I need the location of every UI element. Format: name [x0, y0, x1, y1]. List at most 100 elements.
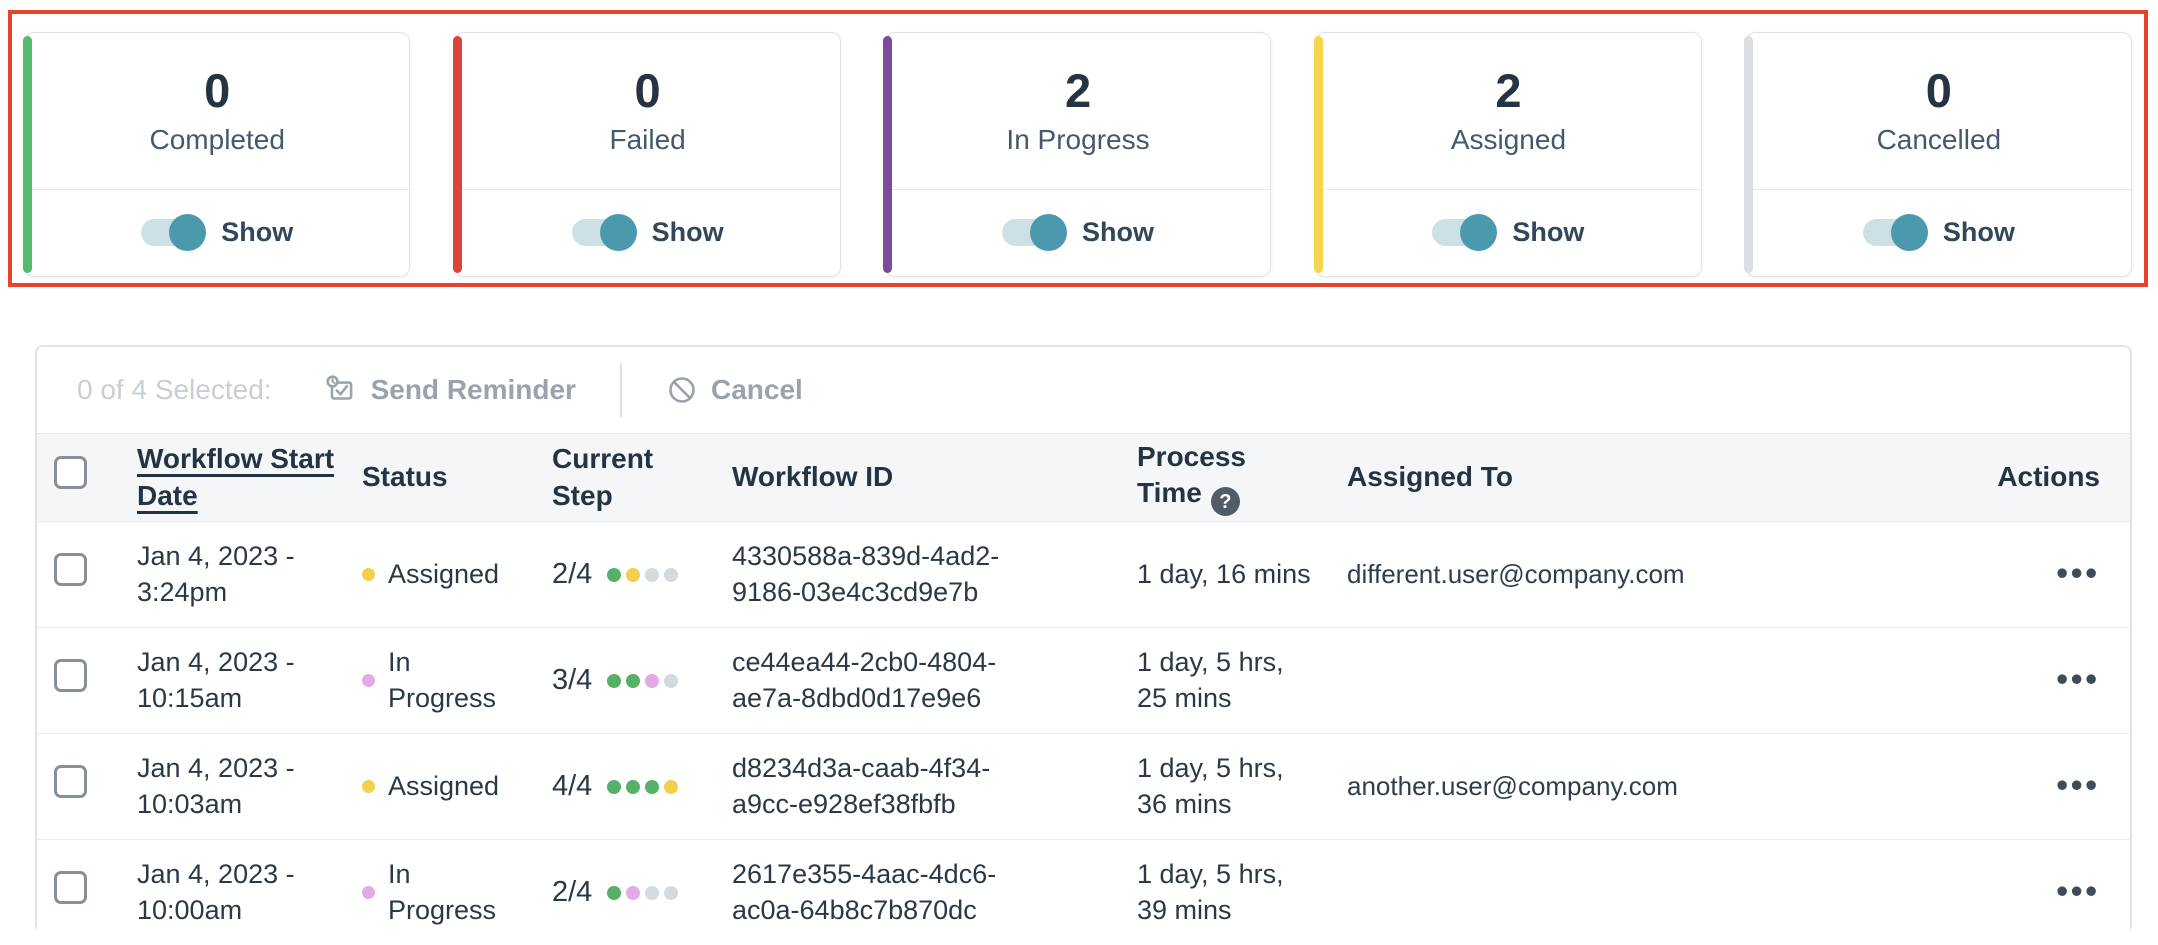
- card-label: Cancelled: [1876, 123, 2002, 155]
- step-progress-dots: [607, 673, 679, 688]
- current-step-cell: 2/4: [552, 874, 732, 912]
- card-accent-bar: [883, 36, 893, 273]
- step-dot-icon: [645, 885, 660, 900]
- step-dot-icon: [664, 673, 679, 688]
- card-top-section: 0 Failed: [455, 33, 840, 190]
- card-count: 0: [1925, 64, 1952, 118]
- status-dot-icon: [362, 886, 375, 899]
- process-time-cell: 1 day, 5 hrs, 39 mins: [1137, 859, 1284, 925]
- annotation-highlight-box: 0 Completed Show 0 Failed Show 2 In Prog…: [8, 10, 2148, 287]
- row-actions-menu-button[interactable]: •••: [2056, 553, 2100, 591]
- cancel-button[interactable]: Cancel: [666, 374, 803, 406]
- cancel-icon: [669, 377, 695, 403]
- row-checkbox[interactable]: [54, 765, 87, 799]
- status-cell: Assigned: [362, 557, 552, 592]
- selection-status: 0 of 4 Selected:: [77, 374, 272, 405]
- step-dot-icon: [664, 567, 679, 582]
- step-dot-icon: [645, 567, 660, 582]
- card-label: Completed: [149, 123, 285, 155]
- header-status: Status: [362, 461, 448, 493]
- toggle-label: Show: [651, 216, 724, 247]
- card-top-section: 0 Cancelled: [1746, 33, 2132, 190]
- step-dot-icon: [645, 673, 660, 688]
- step-dot-icon: [607, 673, 622, 688]
- show-toggle[interactable]: [141, 213, 207, 251]
- status-cell: Assigned: [362, 769, 552, 804]
- status-dot-icon: [362, 780, 375, 793]
- toggle-label: Show: [1082, 216, 1155, 247]
- toggle-label: Show: [1942, 216, 2015, 247]
- send-reminder-button[interactable]: Send Reminder: [324, 373, 576, 407]
- step-dot-icon: [607, 885, 622, 900]
- row-actions-menu-button[interactable]: •••: [2056, 659, 2100, 697]
- show-toggle[interactable]: [1002, 213, 1068, 251]
- step-dot-icon: [664, 885, 679, 900]
- workflow-start-date-cell: Jan 4, 2023 - 10:15am: [137, 647, 295, 713]
- step-dot-icon: [607, 567, 622, 582]
- card-count: 0: [204, 64, 231, 118]
- show-toggle[interactable]: [1432, 213, 1498, 251]
- card-accent-bar: [1744, 36, 1754, 273]
- step-progress-dots: [607, 779, 679, 794]
- step-dot-icon: [626, 779, 641, 794]
- table-header-row: Workflow Start Date Status Current Step …: [37, 433, 2130, 522]
- select-all-checkbox[interactable]: [54, 456, 87, 490]
- row-checkbox[interactable]: [54, 871, 87, 905]
- toggle-knob-icon: [599, 213, 637, 251]
- card-label: In Progress: [1006, 123, 1150, 155]
- status-summary-card: 2 In Progress Show: [883, 32, 1272, 277]
- card-accent-bar: [452, 36, 462, 273]
- show-toggle[interactable]: [1862, 213, 1928, 251]
- step-dot-icon: [607, 779, 622, 794]
- toolbar-divider: [619, 363, 622, 417]
- status-dot-icon: [362, 568, 375, 581]
- status-summary-card: 0 Cancelled Show: [1744, 32, 2133, 277]
- status-dot-icon: [362, 674, 375, 687]
- header-workflow-start-date[interactable]: Workflow Start Date: [137, 443, 335, 511]
- current-step-cell: 2/4: [552, 556, 732, 594]
- table-body: Jan 4, 2023 - 3:24pm Assigned 2/4 433058…: [37, 522, 2130, 945]
- status-summary-card: 2 Assigned Show: [1313, 32, 1702, 277]
- process-time-cell: 1 day, 5 hrs, 25 mins: [1137, 647, 1284, 713]
- card-toggle-section: Show: [1747, 190, 2131, 274]
- table-row: Jan 4, 2023 - 10:03am Assigned 4/4 d8234…: [37, 734, 2130, 840]
- row-actions-menu-button[interactable]: •••: [2056, 765, 2100, 803]
- current-step-cell: 3/4: [552, 662, 732, 700]
- card-count: 2: [1064, 64, 1092, 118]
- step-dot-icon: [645, 779, 660, 794]
- workflow-id-cell: ce44ea44-2cb0-4804-ae7a-8dbd0d17e9e6: [732, 647, 997, 713]
- workflow-start-date-cell: Jan 4, 2023 - 3:24pm: [137, 541, 295, 607]
- step-progress-dots: [607, 567, 679, 582]
- help-icon[interactable]: ?: [1210, 487, 1240, 517]
- card-accent-bar: [1313, 36, 1323, 273]
- header-current-step: Current Step: [552, 443, 654, 511]
- card-toggle-section: Show: [25, 190, 409, 274]
- card-top-section: 2 In Progress: [885, 33, 1271, 190]
- card-top-section: 2 Assigned: [1316, 33, 1701, 190]
- toggle-knob-icon: [169, 213, 207, 251]
- send-reminder-label: Send Reminder: [370, 374, 576, 405]
- row-checkbox[interactable]: [54, 553, 87, 587]
- header-workflow-id: Workflow ID: [732, 461, 894, 493]
- table-row: Jan 4, 2023 - 10:15am In Progress 3/4 ce…: [37, 628, 2130, 734]
- header-process-time: Process Time?: [1137, 439, 1292, 517]
- header-actions: Actions: [1997, 461, 2100, 493]
- table-row: Jan 4, 2023 - 10:00am In Progress 2/4 26…: [37, 840, 2130, 945]
- status-cell: In Progress: [362, 857, 552, 927]
- row-checkbox[interactable]: [54, 659, 87, 693]
- row-actions-menu-button[interactable]: •••: [2056, 871, 2100, 909]
- toggle-knob-icon: [1460, 213, 1498, 251]
- workflow-id-cell: 2617e355-4aac-4dc6-ac0a-64b8c7b870dc: [732, 859, 997, 925]
- show-toggle[interactable]: [571, 213, 637, 251]
- card-toggle-section: Show: [886, 190, 1270, 274]
- card-accent-bar: [22, 36, 32, 273]
- workflow-id-cell: d8234d3a-caab-4f34-a9cc-e928ef38fbfb: [732, 753, 991, 819]
- current-step-cell: 4/4: [552, 768, 732, 806]
- status-cell: In Progress: [362, 645, 552, 715]
- bulk-actions-toolbar: 0 of 4 Selected: Send Reminder Cancel: [37, 347, 2130, 433]
- assigned-to-cell: another.user@company.com: [1347, 770, 1678, 801]
- table-row: Jan 4, 2023 - 3:24pm Assigned 2/4 433058…: [37, 522, 2130, 628]
- toggle-label: Show: [221, 216, 294, 247]
- step-dot-icon: [626, 567, 641, 582]
- step-dot-icon: [626, 885, 641, 900]
